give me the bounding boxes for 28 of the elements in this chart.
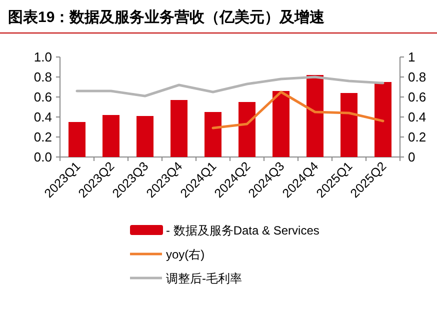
bar [340,93,358,157]
bar [204,112,222,157]
y2-tick-label: 0.8 [408,70,426,84]
bar [306,75,324,157]
bar [170,100,188,157]
y2-tick-label: 0.6 [408,90,426,104]
legend-label: 调整后-毛利率 [166,272,242,286]
legend-label: - 数据及服务Data & Services [166,224,320,238]
bar [272,91,290,157]
bar [238,102,256,157]
line-series [76,76,384,98]
y-tick-label: 0.2 [34,130,52,144]
y2-tick-label: 0.4 [408,110,426,124]
bar [68,122,86,157]
legend-label: yoy(右) [166,248,205,262]
y-tick-label: 0.0 [34,150,52,164]
bar [102,115,120,157]
y2-tick-label: 1 [408,50,416,64]
line-series [212,90,384,130]
y-tick-label: 1.0 [34,50,52,64]
y2-tick-label: 0 [408,150,416,164]
bar [136,116,154,157]
bar [374,82,392,157]
y2-tick-label: 0.2 [408,130,426,144]
y-tick-label: 0.4 [34,110,52,124]
y-tick-label: 0.6 [34,90,52,104]
y-tick-label: 0.8 [34,70,52,84]
chart-title: 图表19：数据及服务业务营收（亿美元）及增速 [8,8,326,26]
